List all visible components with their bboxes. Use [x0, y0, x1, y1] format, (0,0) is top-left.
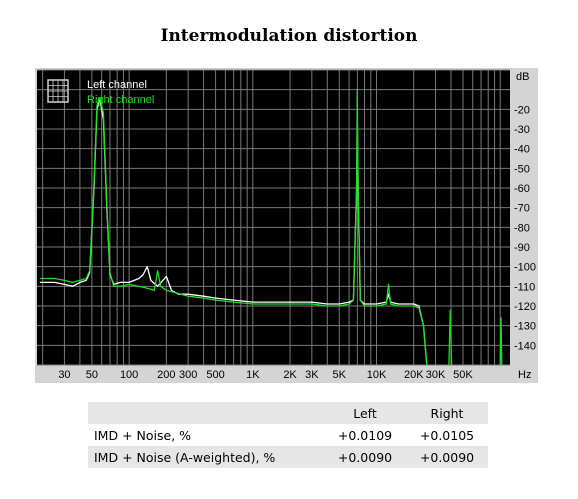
x-tick-label: 2K: [283, 369, 297, 381]
x-tick-label: 100: [120, 369, 138, 381]
table-header-left: Left: [353, 405, 377, 421]
x-unit-label: Hz: [518, 369, 531, 381]
y-tick-label: -30: [514, 124, 530, 136]
x-tick-label: 30K: [426, 369, 446, 381]
x-tick-label: 50: [86, 369, 98, 381]
plot-area: [37, 70, 510, 365]
table-row: IMD + Noise, % +0.0109 +0.0105: [88, 424, 488, 446]
row-right-value: +0.0105: [419, 427, 475, 443]
legend-entry: Left channel: [87, 79, 147, 91]
row-right-value: +0.0090: [419, 449, 475, 465]
x-tick-label: 1K: [246, 369, 260, 381]
y-tick-label: -90: [514, 242, 530, 254]
x-tick-label: 3K: [305, 369, 319, 381]
y-tick-label: -60: [514, 183, 530, 195]
row-label: IMD + Noise (A-weighted), %: [94, 449, 276, 465]
y-tick-label: -130: [514, 321, 536, 333]
x-tick-label: 20K: [404, 369, 424, 381]
row-left-value: +0.0090: [337, 449, 393, 465]
grid: [37, 69, 510, 366]
chart-frame: -20 -30 -40 -50 -60 -70 -80 -90 -100 -110 -120 -130…: [35, 68, 538, 383]
table-header-right: Right: [430, 405, 464, 421]
legend-grid-icon: [47, 79, 69, 103]
y-tick-label: -70: [514, 203, 530, 215]
spectrum-chart: -20 -30 -40 -50 -60 -70 -80 -90 -100 -110 -120 -130…: [37, 69, 536, 381]
chart-title: Intermodulation distortion: [160, 26, 418, 46]
x-tick-label: 5K: [333, 369, 347, 381]
y-tick-label: -50: [514, 163, 530, 175]
x-tick-label: 50K: [453, 369, 473, 381]
table-header-empty: [88, 402, 324, 424]
x-tick-label: 500: [206, 369, 224, 381]
table-header-row: Left Right: [88, 402, 488, 424]
table-row: IMD + Noise (A-weighted), % +0.0090 +0.0…: [88, 446, 488, 468]
y-tick-label: -100: [514, 262, 536, 274]
y-tick-label: -140: [514, 340, 536, 352]
x-tick-label: 30: [58, 369, 70, 381]
y-tick-label: -40: [514, 144, 530, 156]
row-left-value: +0.0109: [337, 427, 393, 443]
x-tick-label: 200: [157, 369, 175, 381]
x-tick-label: 300: [179, 369, 197, 381]
imd-results-table: Left Right IMD + Noise, % +0.0109 +0.010…: [88, 402, 488, 468]
y-tick-label: -120: [514, 301, 536, 313]
y-tick-label: -80: [514, 222, 530, 234]
legend-entry: Right channel: [87, 94, 154, 106]
series-line-right-channel: [39, 89, 428, 365]
y-tick-label: -110: [514, 281, 535, 293]
series-line-right-spur: [448, 309, 453, 365]
series-group: [39, 89, 503, 365]
row-label: IMD + Noise, %: [94, 427, 192, 443]
series-line-right-spur: [499, 317, 503, 365]
x-tick-label: 10K: [367, 369, 387, 381]
y-tick-label: -20: [514, 104, 530, 116]
y-unit-label: dB: [516, 71, 529, 83]
